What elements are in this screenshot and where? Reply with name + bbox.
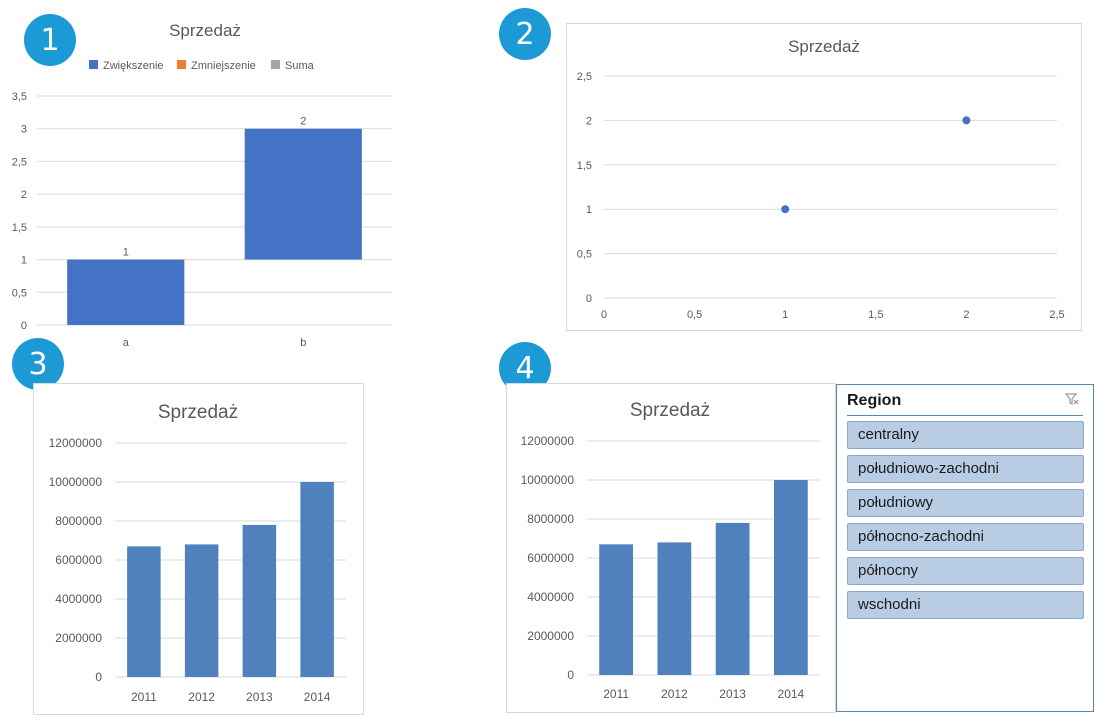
chart-3-title: Sprzedaż [158, 402, 238, 423]
x-tick-label: 2014 [304, 690, 331, 704]
x-tick-label: 2,5 [1049, 309, 1064, 321]
y-tick-label: 8000000 [55, 514, 102, 528]
y-tick-label: 10000000 [49, 475, 103, 489]
x-tick-label: b [300, 337, 306, 349]
data-label: 2 [300, 116, 306, 128]
chart-2-frame [566, 23, 1082, 331]
y-tick-label: 2000000 [527, 629, 574, 643]
x-tick-label: 2012 [661, 687, 688, 701]
x-tick-label: 2011 [131, 690, 157, 704]
column-bar [242, 524, 277, 677]
x-tick-label: 2014 [778, 687, 805, 701]
y-tick-label: 0 [586, 293, 592, 305]
y-tick-label: 2,5 [577, 71, 592, 83]
slicer-item[interactable]: wschodni [847, 591, 1084, 619]
y-tick-label: 0 [95, 670, 102, 684]
waterfall-bar [244, 128, 362, 260]
slicer-items: centralny południowo-zachodni południowy pó… [847, 421, 1084, 625]
x-tick-label: 2013 [719, 687, 746, 701]
x-tick-label: 2013 [246, 690, 273, 704]
scatter-point [962, 116, 971, 125]
clear-filter-icon[interactable] [1064, 393, 1079, 409]
legend-label-increase: Zwiększenie [103, 60, 164, 72]
y-tick-label: 1,5 [12, 222, 27, 234]
y-tick-label: 1,5 [577, 160, 592, 172]
y-tick-label: 2,5 [12, 156, 27, 168]
y-tick-label: 3 [21, 124, 27, 136]
slicer-title: Region [847, 392, 902, 409]
y-tick-label: 10000000 [521, 473, 575, 487]
x-tick-label: 1 [782, 309, 788, 321]
column-bar [657, 542, 692, 675]
column-bar [184, 544, 219, 677]
waterfall-bar [67, 259, 185, 325]
y-tick-label: 1 [586, 204, 592, 216]
y-tick-label: 0 [567, 668, 574, 682]
legend-swatch-increase [89, 60, 98, 69]
slicer-item[interactable]: południowy [847, 489, 1084, 517]
data-label: 1 [123, 247, 129, 259]
chart-4-bar: Sprzedaż 0 2000000 4000000 6000000 8000000 10… [521, 400, 820, 701]
y-tick-label: 12000000 [49, 436, 103, 450]
legend-swatch-total [271, 60, 280, 69]
x-tick-label: 0 [601, 309, 607, 321]
x-tick-label: 1,5 [868, 309, 883, 321]
column-bar [127, 546, 161, 677]
badge-3: 3 [12, 338, 64, 390]
x-tick-label: 2011 [603, 687, 629, 701]
slicer-item[interactable]: północno-zachodni [847, 523, 1084, 551]
scatter-point [781, 205, 790, 214]
badge-2: 2 [499, 8, 551, 60]
y-tick-label: 6000000 [527, 551, 574, 565]
chart-1-legend: Zwiększenie Zmniejszenie Suma [89, 60, 315, 72]
x-tick-label: 2 [963, 309, 969, 321]
column-bar [715, 522, 750, 675]
chart-2-scatter: Sprzedaż 0 0,5 1 1,5 2 2,5 0 0,5 1 1,5 2 2,5 [577, 37, 1065, 321]
slicer-header: Region [847, 392, 1083, 416]
legend-swatch-decrease [177, 60, 186, 69]
y-tick-label: 6000000 [55, 553, 102, 567]
region-slicer[interactable]: Region centralny południowo-zachodni połud… [836, 384, 1094, 712]
y-tick-label: 0,5 [577, 249, 592, 261]
chart-1-waterfall: Sprzedaż Zwiększenie Zmniejszenie Suma 0… [12, 21, 392, 349]
slicer-item[interactable]: północny [847, 557, 1084, 585]
chart-4-title: Sprzedaż [630, 400, 710, 421]
legend-label-decrease: Zmniejszenie [191, 60, 256, 72]
y-tick-label: 12000000 [521, 434, 575, 448]
y-tick-label: 8000000 [527, 512, 574, 526]
column-bar [300, 482, 334, 677]
y-tick-label: 0 [21, 320, 27, 332]
x-tick-label: a [123, 337, 130, 349]
column-bar [773, 480, 808, 675]
column-bar [599, 544, 634, 675]
y-tick-label: 1 [21, 255, 27, 267]
slicer-item[interactable]: centralny [847, 421, 1084, 449]
slicer-item[interactable]: południowo-zachodni [847, 455, 1084, 483]
chart-3-bar: Sprzedaż 0 2000000 4000000 6000000 8000000 10… [49, 402, 346, 704]
y-tick-label: 2 [586, 115, 592, 127]
y-tick-label: 4000000 [55, 592, 102, 606]
y-tick-label: 2 [21, 189, 27, 201]
chart-1-title: Sprzedaż [169, 21, 241, 40]
x-tick-label: 0,5 [687, 309, 702, 321]
y-tick-label: 0,5 [12, 287, 27, 299]
chart-2-title: Sprzedaż [788, 37, 860, 56]
y-tick-label: 4000000 [527, 590, 574, 604]
badge-1: 1 [24, 14, 76, 66]
y-tick-label: 3,5 [12, 91, 27, 103]
y-tick-label: 2000000 [55, 631, 102, 645]
x-tick-label: 2012 [188, 690, 215, 704]
legend-label-total: Suma [285, 60, 315, 72]
